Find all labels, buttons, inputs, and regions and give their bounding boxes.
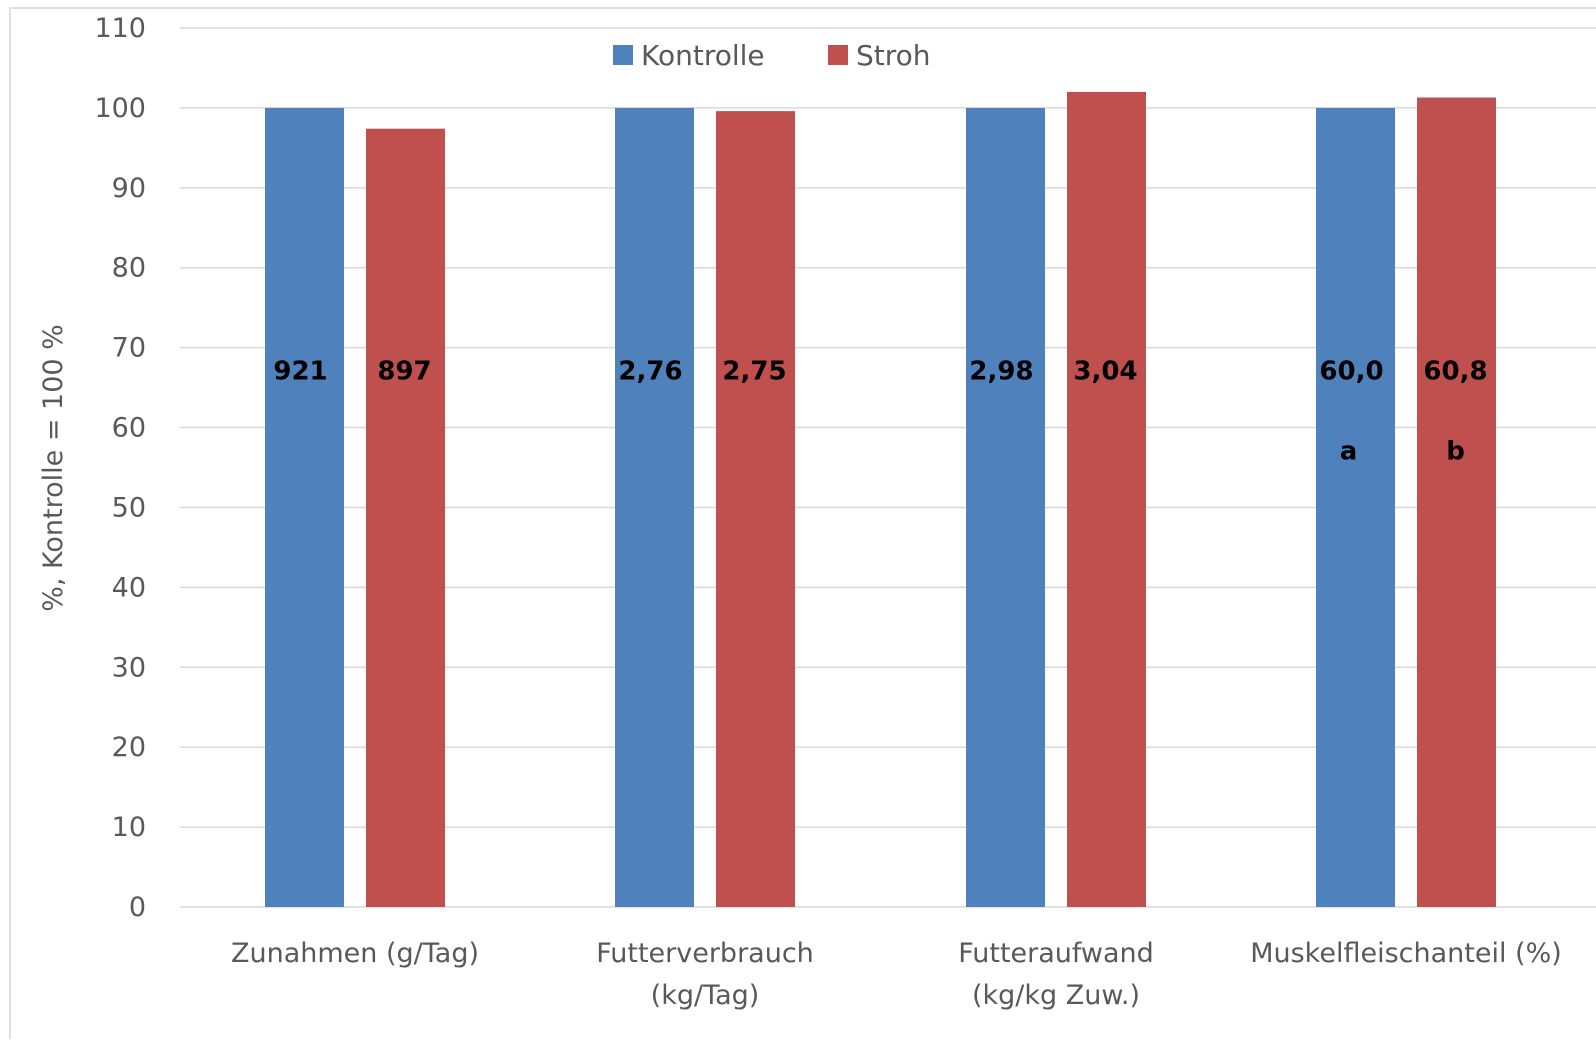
bar-kontrolle-3 bbox=[1316, 107, 1395, 908]
legend-label-stroh: Stroh bbox=[856, 39, 931, 72]
y-tick-label: 70 bbox=[112, 333, 146, 364]
y-tick-label: 40 bbox=[112, 572, 146, 603]
data-label: 921 bbox=[273, 357, 327, 387]
bar-stroh-2 bbox=[1067, 91, 1146, 908]
y-tick-label: 20 bbox=[112, 732, 146, 763]
bar-stroh-0 bbox=[366, 128, 445, 908]
category-label: Futterverbrauch (kg/Tag) bbox=[596, 938, 814, 1011]
y-tick-label: 90 bbox=[112, 173, 146, 204]
data-label: 60,8 bbox=[1423, 357, 1487, 387]
bar-kontrolle-0 bbox=[265, 107, 344, 908]
significance-letter: a bbox=[1340, 437, 1358, 467]
data-label: 60,0 bbox=[1319, 357, 1383, 387]
legend-swatch-kontrolle bbox=[613, 45, 633, 65]
y-tick-label: 80 bbox=[112, 253, 146, 284]
legend-label-kontrolle: Kontrolle bbox=[641, 39, 765, 72]
y-tick-label: 60 bbox=[112, 413, 146, 444]
y-tick-label: 0 bbox=[129, 892, 146, 923]
y-tick-label: 10 bbox=[112, 812, 146, 843]
y-tick-label: 110 bbox=[94, 13, 146, 44]
y-tick-label: 30 bbox=[112, 652, 146, 683]
y-tick-label: 50 bbox=[112, 492, 146, 523]
bar-kontrolle-2 bbox=[966, 107, 1045, 908]
data-labels: 921 2,76 2,98 60,0 a 897 2,75 3,04 60,8 b bbox=[273, 357, 1487, 467]
category-label: Muskelfleischanteil (%) bbox=[1250, 938, 1562, 969]
legend-swatch-stroh bbox=[828, 45, 848, 65]
bars bbox=[265, 91, 1496, 908]
bar-stroh-1 bbox=[716, 111, 795, 907]
y-tick-label: 100 bbox=[94, 93, 146, 124]
data-label: 2,76 bbox=[618, 357, 682, 387]
y-tick-labels: 0 10 20 30 40 50 60 70 80 90 100 110 bbox=[94, 13, 146, 923]
data-label: 2,75 bbox=[722, 357, 786, 387]
bar-stroh-3 bbox=[1417, 97, 1496, 907]
data-label: 3,04 bbox=[1073, 357, 1137, 387]
category-labels: Zunahmen (g/Tag) Futterverbrauch (kg/Tag) F… bbox=[231, 938, 1562, 1011]
significance-letter: b bbox=[1446, 437, 1465, 467]
y-axis-label: %, Kontrolle = 100 % bbox=[38, 324, 69, 612]
category-label: Zunahmen (g/Tag) bbox=[231, 938, 479, 969]
data-label: 897 bbox=[377, 357, 431, 387]
legend: Kontrolle Stroh bbox=[613, 39, 931, 72]
category-label: Futteraufwand (kg/kg Zuw.) bbox=[958, 938, 1154, 1011]
data-label: 2,98 bbox=[969, 357, 1033, 387]
bar-kontrolle-1 bbox=[615, 107, 694, 908]
